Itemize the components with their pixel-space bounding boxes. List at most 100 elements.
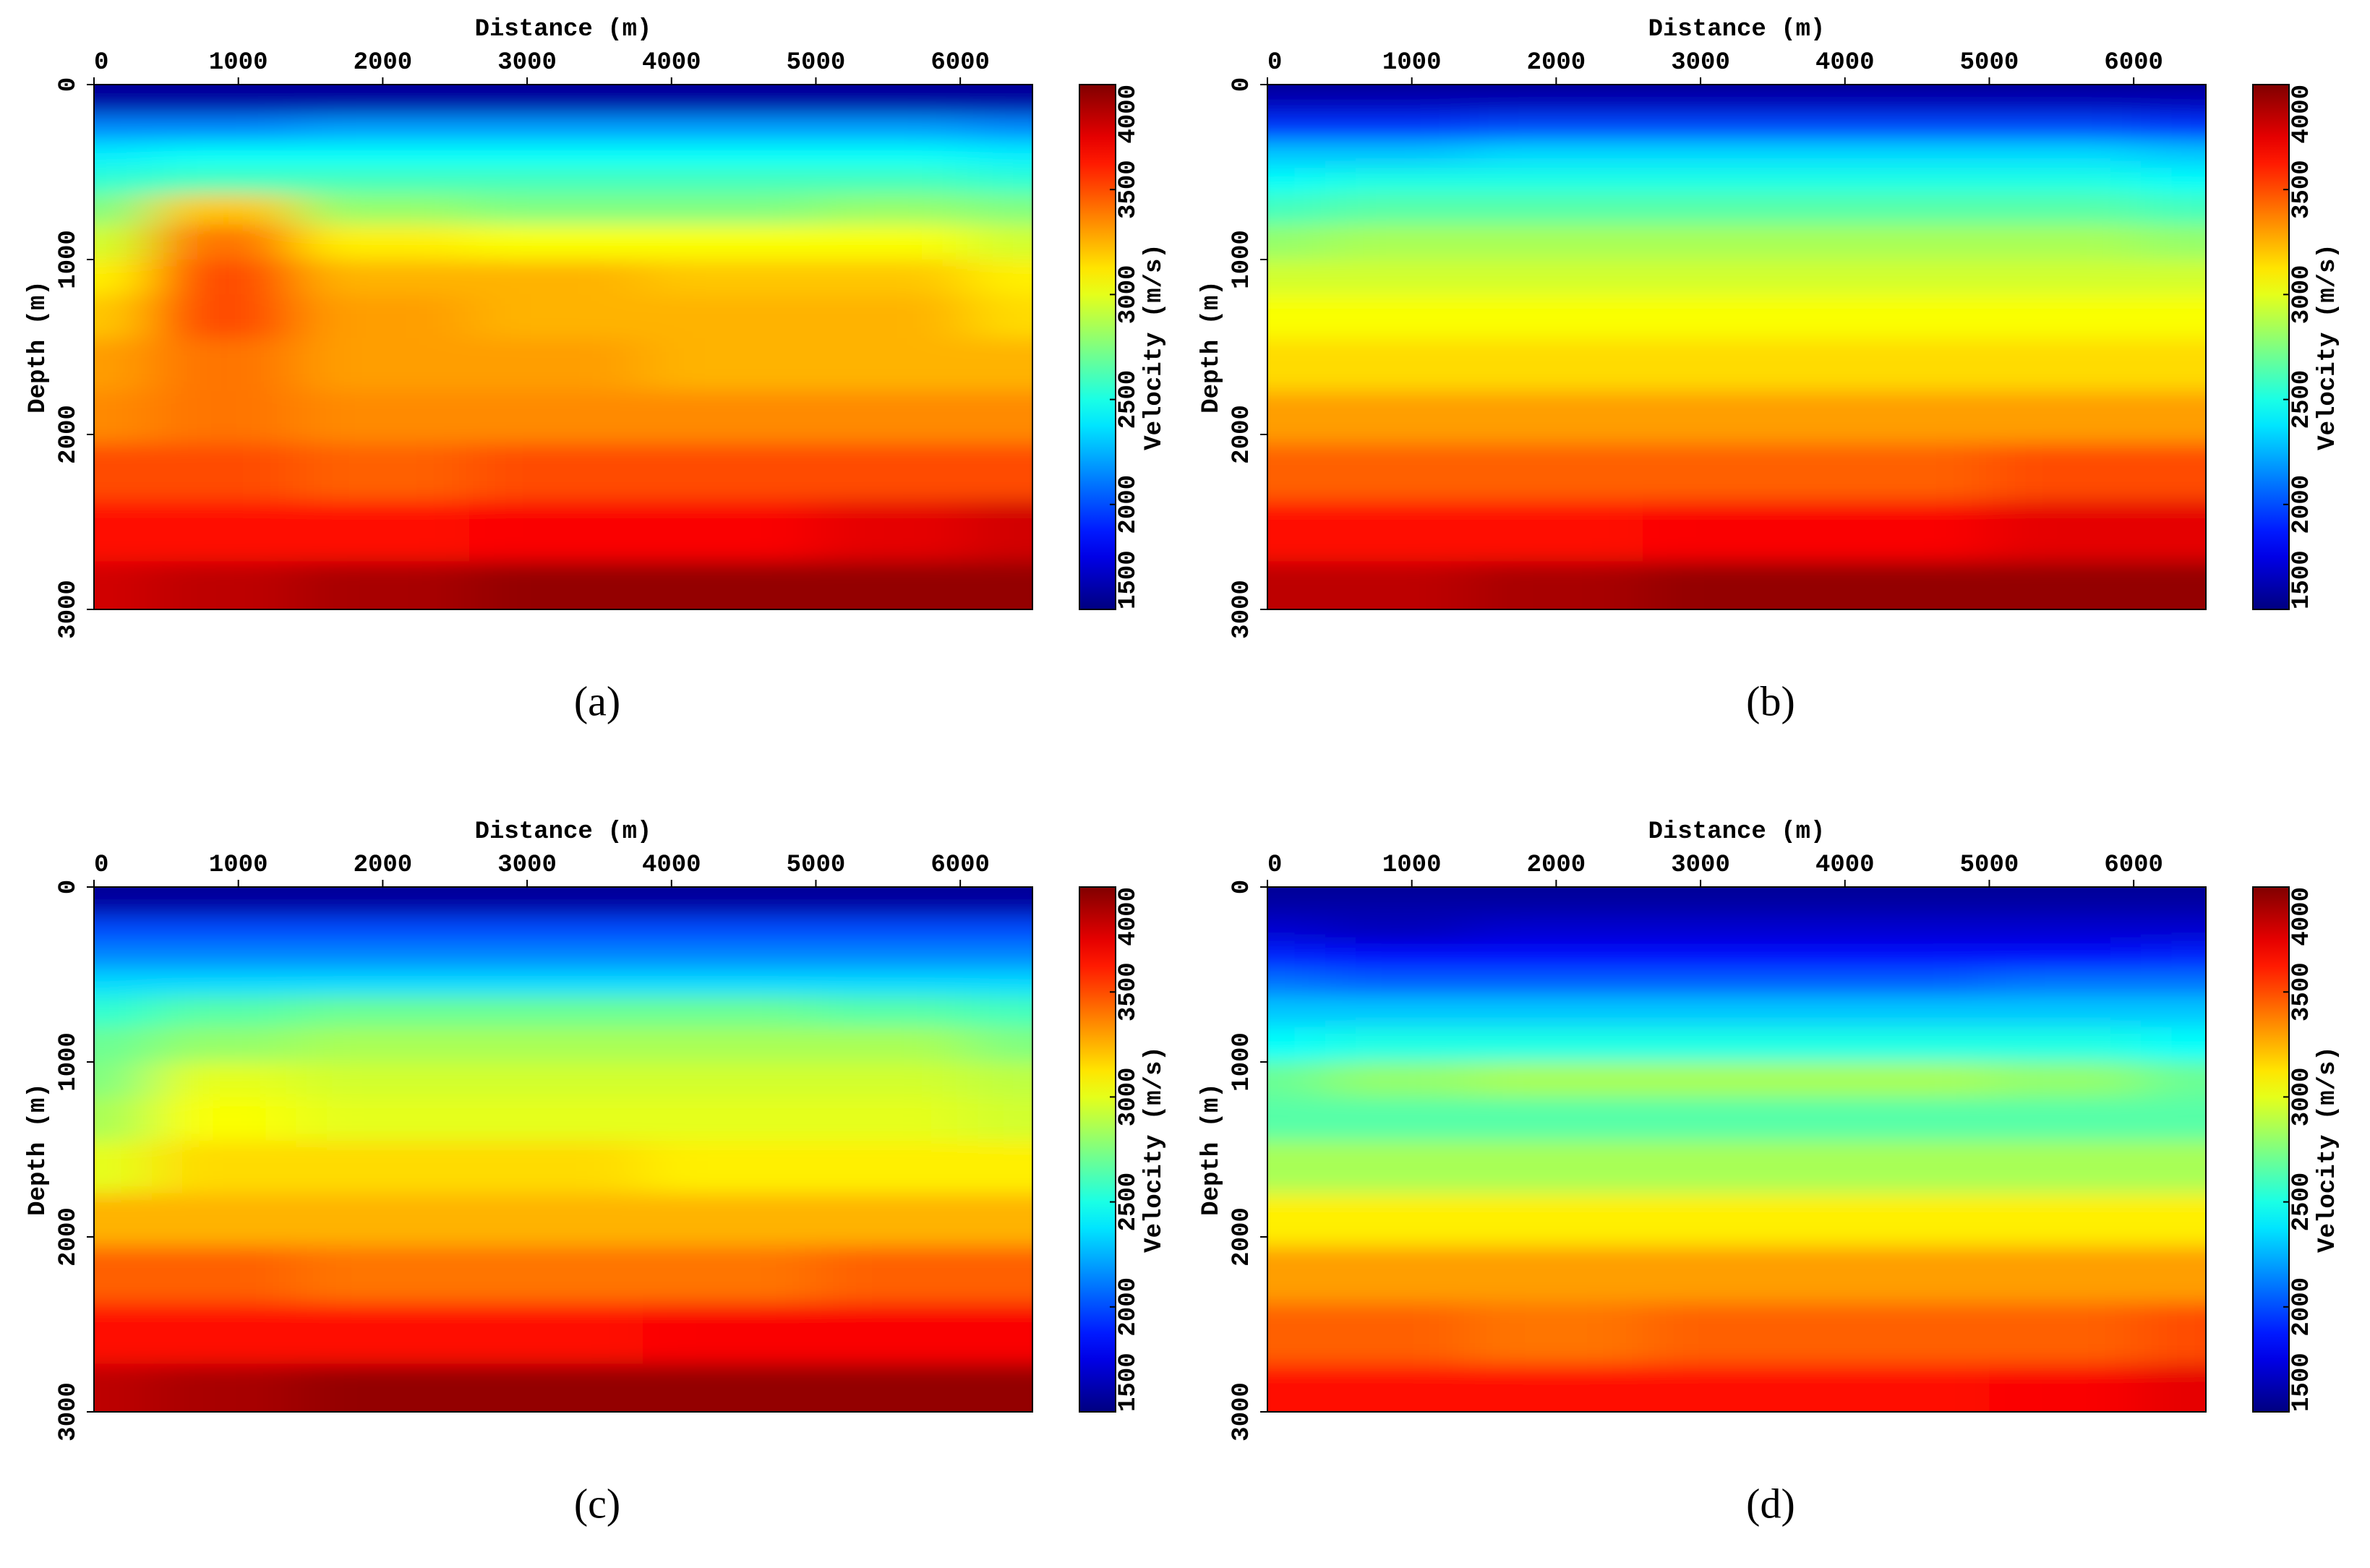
cell — [816, 260, 969, 296]
cell — [2141, 338, 2206, 392]
cell — [1325, 167, 1471, 195]
cell — [1989, 943, 2142, 971]
cell — [296, 1193, 471, 1247]
cell — [296, 896, 471, 919]
cell — [151, 1097, 297, 1141]
cell — [1267, 1302, 1326, 1365]
cell — [2141, 141, 2206, 168]
cell — [642, 943, 817, 971]
cell — [642, 443, 817, 501]
y-tick-label: 0 — [55, 880, 82, 894]
cell — [151, 1027, 297, 1063]
cell — [1469, 443, 1644, 501]
cell — [1469, 1246, 1644, 1303]
x-tick-label: 4000 — [1815, 852, 1875, 879]
cell — [967, 996, 1032, 1028]
cell — [1815, 1027, 1990, 1063]
cell — [2141, 996, 2206, 1028]
cell — [642, 1302, 817, 1365]
y-axis-label: Depth (m) — [1198, 1083, 1225, 1216]
cell — [1989, 500, 2142, 562]
cell — [151, 943, 297, 971]
cell — [469, 115, 643, 142]
cell — [151, 1193, 297, 1247]
cell — [1267, 93, 1326, 116]
cell — [967, 1302, 1032, 1365]
cell — [151, 887, 297, 897]
cell — [1989, 969, 2142, 998]
cell — [94, 194, 153, 226]
cell — [1267, 1246, 1326, 1303]
cell — [967, 917, 1032, 945]
colorbar-label: Velocity (m/s) — [1141, 1046, 1168, 1253]
cell — [469, 1193, 643, 1247]
cell — [1469, 115, 1644, 142]
cell — [151, 390, 297, 445]
cell — [642, 1246, 817, 1303]
cell — [2141, 1193, 2206, 1247]
x-tick-label: 0 — [1267, 49, 1282, 77]
cell — [1643, 887, 1817, 897]
cell — [2141, 260, 2206, 296]
cell — [2141, 561, 2206, 609]
cell — [2141, 1246, 2206, 1303]
cell — [1989, 260, 2142, 296]
cell — [816, 1363, 969, 1412]
cell — [2141, 167, 2206, 195]
cell — [469, 969, 643, 998]
cell — [1643, 1193, 1817, 1247]
colorbar-tick-label: 1500 — [1115, 1353, 1142, 1412]
cell — [94, 224, 153, 260]
cell — [642, 1140, 817, 1194]
cell — [967, 443, 1032, 501]
cell — [1469, 294, 1644, 339]
cell — [296, 1027, 471, 1063]
cell — [1643, 996, 1817, 1028]
cell — [2141, 294, 2206, 339]
cell — [94, 917, 153, 945]
cell — [642, 500, 817, 562]
colorbar-tick-label: 3000 — [2288, 1068, 2316, 1127]
cell — [1325, 1140, 1471, 1194]
x-tick-label: 5000 — [1960, 49, 2019, 77]
cell — [1815, 224, 1990, 260]
cell — [151, 115, 297, 142]
y-axis-label: Depth (m) — [25, 280, 52, 414]
cell — [1989, 1246, 2142, 1303]
cell — [151, 443, 297, 501]
cell — [816, 194, 969, 226]
cell — [816, 1302, 969, 1365]
cell — [1469, 896, 1644, 919]
x-tick-label: 1000 — [1382, 49, 1442, 77]
cell — [1643, 141, 1817, 168]
cell — [469, 294, 643, 339]
cells — [1267, 887, 2206, 1412]
cell — [1815, 115, 1990, 142]
cell — [642, 194, 817, 226]
cell — [642, 896, 817, 919]
cell — [151, 1140, 297, 1194]
y-tick-label: 1000 — [55, 1032, 82, 1092]
cell — [816, 917, 969, 945]
cell — [94, 1363, 153, 1412]
cell — [151, 167, 297, 195]
cell — [1469, 996, 1644, 1028]
x-tick-label: 2000 — [354, 49, 413, 77]
cell — [1267, 1193, 1326, 1247]
cell — [94, 896, 153, 919]
cell — [94, 141, 153, 168]
cell — [642, 996, 817, 1028]
x-tick-label: 0 — [94, 49, 108, 77]
x-tick-label: 2000 — [1527, 852, 1586, 879]
x-tick-label: 1000 — [209, 49, 268, 77]
cell — [1989, 294, 2142, 339]
cell — [1643, 224, 1817, 260]
x-tick-label: 5000 — [787, 852, 846, 879]
cell — [1815, 996, 1990, 1028]
cell — [151, 996, 297, 1028]
cell — [1989, 1062, 2142, 1098]
cell — [296, 1363, 471, 1412]
cell — [94, 969, 153, 998]
cell — [1989, 167, 2142, 195]
cell — [1815, 294, 1990, 339]
